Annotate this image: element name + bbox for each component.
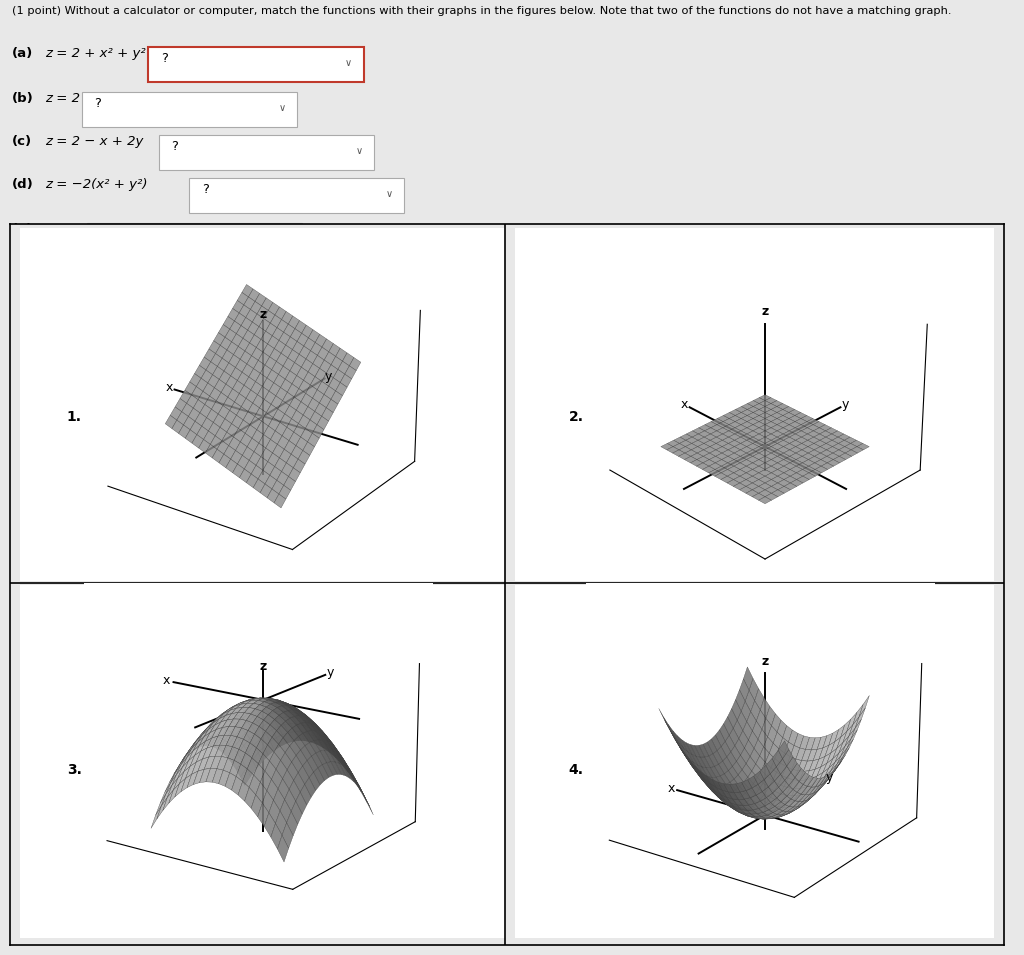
Text: z = 2 + x² + y²: z = 2 + x² + y² <box>45 47 145 60</box>
Text: (b): (b) <box>12 93 34 105</box>
Text: 3.: 3. <box>67 763 82 777</box>
FancyBboxPatch shape <box>159 136 374 170</box>
Text: (c): (c) <box>12 136 33 148</box>
FancyBboxPatch shape <box>148 47 364 82</box>
FancyBboxPatch shape <box>118 265 333 299</box>
Text: z = 2 − x + 2y: z = 2 − x + 2y <box>45 136 143 148</box>
Text: ?: ? <box>94 96 101 110</box>
Bar <box>20 584 505 938</box>
Text: ∨: ∨ <box>279 103 286 113</box>
Text: z = 2: z = 2 <box>45 93 80 105</box>
Text: ∨: ∨ <box>314 275 322 285</box>
Text: z = 2 − x: z = 2 − x <box>45 265 108 277</box>
Text: z = −2: z = −2 <box>45 223 91 237</box>
Text: 4.: 4. <box>568 763 584 777</box>
Bar <box>515 228 993 582</box>
Text: ?: ? <box>161 52 168 65</box>
Text: (d): (d) <box>12 179 34 191</box>
Text: ?: ? <box>202 182 209 196</box>
Text: ∨: ∨ <box>355 146 362 156</box>
Text: (e): (e) <box>12 223 34 237</box>
Text: z = −2(x² + y²): z = −2(x² + y²) <box>45 179 147 191</box>
Text: (1 point) Without a calculator or computer, match the functions with their graph: (1 point) Without a calculator or comput… <box>12 7 951 16</box>
Text: (f): (f) <box>12 265 31 277</box>
Text: ?: ? <box>171 139 178 153</box>
Text: ?: ? <box>99 228 106 241</box>
FancyBboxPatch shape <box>87 223 302 258</box>
Text: ∨: ∨ <box>386 189 393 199</box>
Text: ?: ? <box>130 268 137 282</box>
Text: 2.: 2. <box>568 410 584 424</box>
FancyBboxPatch shape <box>189 179 404 213</box>
Text: 1.: 1. <box>67 410 82 424</box>
Bar <box>515 584 993 938</box>
Bar <box>20 228 505 582</box>
FancyBboxPatch shape <box>82 93 297 127</box>
Text: ∨: ∨ <box>284 234 291 244</box>
Text: ∨: ∨ <box>345 58 352 68</box>
Text: (a): (a) <box>12 47 34 60</box>
